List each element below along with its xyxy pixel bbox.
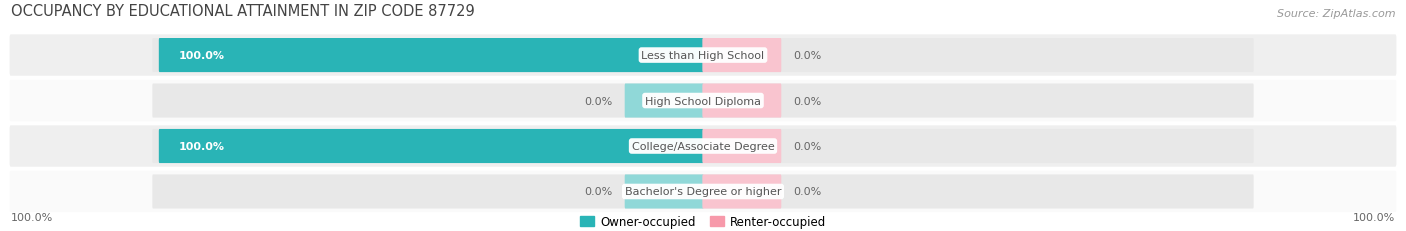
FancyBboxPatch shape — [152, 39, 703, 73]
Text: 0.0%: 0.0% — [793, 187, 823, 197]
Text: 0.0%: 0.0% — [793, 96, 823, 106]
Text: Bachelor's Degree or higher: Bachelor's Degree or higher — [624, 187, 782, 197]
Text: High School Diploma: High School Diploma — [645, 96, 761, 106]
Text: OCCUPANCY BY EDUCATIONAL ATTAINMENT IN ZIP CODE 87729: OCCUPANCY BY EDUCATIONAL ATTAINMENT IN Z… — [11, 4, 474, 19]
FancyBboxPatch shape — [10, 126, 1396, 167]
FancyBboxPatch shape — [10, 171, 1396, 212]
FancyBboxPatch shape — [703, 39, 1254, 73]
Text: College/Associate Degree: College/Associate Degree — [631, 141, 775, 151]
FancyBboxPatch shape — [703, 175, 782, 209]
FancyBboxPatch shape — [10, 80, 1396, 122]
Text: 100.0%: 100.0% — [179, 141, 225, 151]
FancyBboxPatch shape — [703, 129, 1254, 163]
FancyBboxPatch shape — [703, 84, 1254, 118]
FancyBboxPatch shape — [624, 175, 703, 209]
FancyBboxPatch shape — [703, 84, 782, 118]
Text: Source: ZipAtlas.com: Source: ZipAtlas.com — [1277, 9, 1395, 19]
FancyBboxPatch shape — [703, 39, 782, 73]
FancyBboxPatch shape — [152, 84, 703, 118]
Text: 0.0%: 0.0% — [793, 51, 823, 61]
Text: 100.0%: 100.0% — [179, 51, 225, 61]
FancyBboxPatch shape — [10, 35, 1396, 76]
FancyBboxPatch shape — [703, 175, 1254, 209]
Text: Less than High School: Less than High School — [641, 51, 765, 61]
Text: 0.0%: 0.0% — [583, 187, 613, 197]
Text: 0.0%: 0.0% — [583, 96, 613, 106]
FancyBboxPatch shape — [624, 84, 703, 118]
FancyBboxPatch shape — [159, 39, 703, 73]
Text: 100.0%: 100.0% — [1353, 212, 1395, 222]
FancyBboxPatch shape — [152, 129, 703, 163]
Text: 100.0%: 100.0% — [11, 212, 53, 222]
FancyBboxPatch shape — [159, 129, 703, 163]
FancyBboxPatch shape — [152, 175, 703, 209]
FancyBboxPatch shape — [703, 129, 782, 163]
Text: 0.0%: 0.0% — [793, 141, 823, 151]
Legend: Owner-occupied, Renter-occupied: Owner-occupied, Renter-occupied — [579, 215, 827, 228]
